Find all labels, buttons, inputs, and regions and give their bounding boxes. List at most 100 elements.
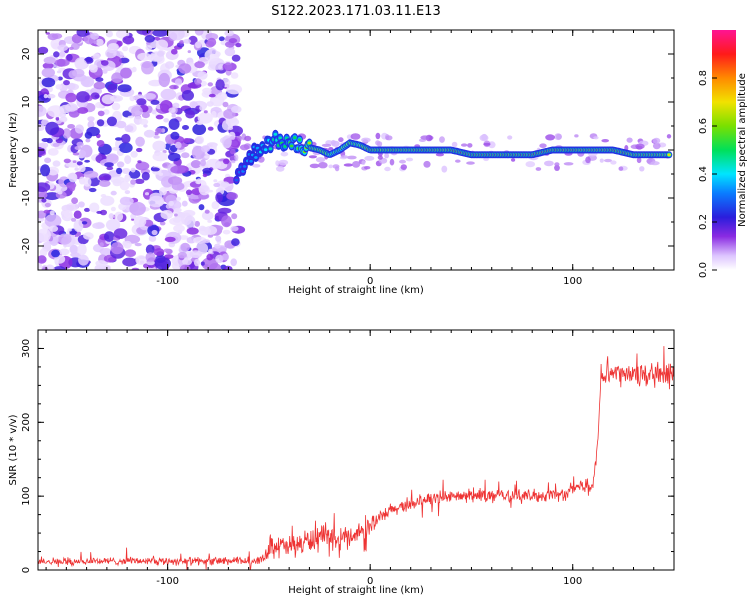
noise-blob: [213, 179, 218, 183]
noise-blob: [160, 88, 177, 100]
noise-blob: [84, 159, 90, 163]
noise-blob: [122, 46, 129, 52]
noise-blob: [93, 40, 98, 45]
noise-blob: [185, 110, 196, 119]
noise-blob: [159, 187, 167, 196]
ridge-core: [242, 165, 247, 168]
noise-blob: [207, 126, 214, 131]
noise-blob: [67, 82, 76, 90]
noise-blob: [143, 124, 148, 128]
noise-blob: [87, 120, 95, 129]
noise-blob: [151, 229, 158, 236]
noise-blob: [115, 137, 123, 141]
noise-blob: [206, 253, 214, 261]
noise-blob: [96, 119, 105, 127]
noise-blob: [77, 107, 89, 114]
ridge-halo: [308, 155, 317, 159]
noise-blob: [49, 225, 59, 232]
noise-blob: [44, 202, 51, 208]
snr-ticks: -100 0 100 0 100 200 300: [21, 329, 675, 587]
noise-blob: [170, 165, 186, 174]
noise-blob: [38, 262, 43, 269]
noise-blob: [38, 255, 47, 264]
ridge-halo: [535, 167, 542, 171]
noise-blob: [170, 131, 180, 140]
noise-blob: [114, 211, 124, 222]
noise-blob: [83, 232, 94, 240]
ridge-core: [293, 136, 297, 140]
noise-blob: [202, 239, 211, 244]
noise-blob: [53, 51, 60, 58]
ridge-halo: [554, 162, 560, 167]
noise-blob: [66, 181, 77, 189]
noise-blob: [162, 150, 167, 154]
noise-blob: [215, 254, 224, 264]
ridge-halo: [510, 158, 516, 162]
noise-blob: [198, 204, 205, 211]
noise-blob: [46, 93, 56, 99]
x-tick-label: 100: [563, 276, 582, 287]
ridge-halo: [318, 162, 328, 169]
colorbar-tick-label: 0.8: [698, 70, 709, 86]
x-tick-label: -100: [156, 276, 179, 287]
noise-blob: [163, 248, 170, 253]
noise-blob: [38, 124, 45, 131]
noise-blob: [195, 41, 202, 49]
noise-blob: [38, 105, 47, 117]
noise-blob: [59, 116, 68, 123]
noise-blob: [148, 195, 165, 208]
colorbar-tick-label: 0.2: [698, 214, 709, 230]
ridge-halo: [604, 158, 612, 163]
ridge-halo: [636, 157, 642, 164]
ridge-halo: [423, 160, 431, 168]
noise-blob: [231, 54, 241, 62]
ridge-halo: [467, 143, 473, 148]
ridge-halo: [666, 134, 672, 139]
noise-blob: [76, 91, 90, 103]
noise-blob: [118, 142, 133, 153]
noise-blob: [186, 227, 199, 235]
noise-blob: [173, 224, 185, 233]
noise-blob: [93, 53, 100, 60]
noise-blob: [100, 194, 107, 198]
noise-blob: [95, 38, 104, 47]
noise-blob: [122, 35, 135, 45]
noise-blob: [223, 158, 230, 165]
noise-blob: [181, 152, 190, 159]
spectrogram-ylabel: Frequency (Hz): [8, 112, 19, 188]
noise-blob: [55, 84, 63, 90]
noise-blob: [215, 235, 222, 242]
noise-blob: [207, 234, 214, 238]
noise-blob: [202, 167, 213, 174]
noise-blob: [41, 198, 47, 203]
noise-blob: [171, 48, 178, 55]
ridge-core: [249, 159, 253, 163]
noise-blob: [73, 219, 84, 233]
noise-blob: [65, 103, 78, 112]
noise-blob: [150, 167, 160, 172]
noise-blob: [74, 59, 87, 70]
ridge-halo: [350, 133, 361, 140]
ridge-halo: [377, 155, 383, 160]
noise-blob: [103, 109, 110, 115]
ridge-halo: [376, 141, 383, 147]
noise-blob: [56, 70, 62, 74]
ridge-halo: [599, 158, 604, 163]
noise-blob: [221, 215, 232, 228]
noise-blob: [204, 225, 218, 235]
noise-blob: [57, 44, 69, 52]
noise-blob: [51, 249, 60, 258]
y-tick-label: -10: [21, 190, 32, 206]
noise-blob: [133, 216, 147, 227]
ridge-halo: [593, 136, 599, 140]
noise-blob: [79, 150, 86, 158]
noise-blob: [105, 30, 113, 38]
ridge-halo: [352, 161, 361, 168]
noise-blob: [86, 126, 100, 137]
noise-blob: [222, 229, 231, 235]
ridge-halo: [375, 132, 381, 140]
noise-blob: [204, 155, 210, 159]
noise-blob: [135, 136, 145, 147]
y-tick-label: 100: [21, 487, 32, 506]
